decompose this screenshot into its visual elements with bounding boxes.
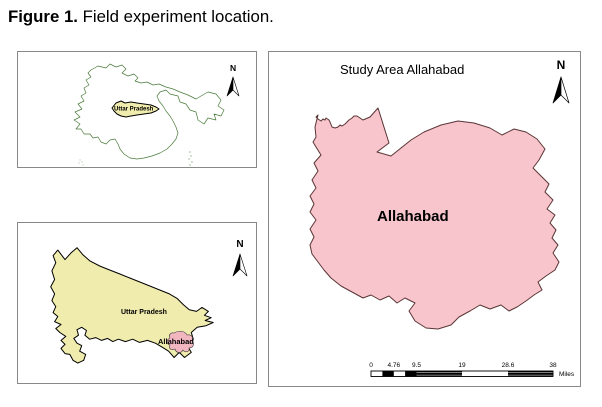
svg-text:Allahabad: Allahabad — [158, 337, 194, 346]
svg-text:38: 38 — [549, 362, 557, 369]
svg-text:0: 0 — [369, 362, 373, 369]
svg-text:Miles: Miles — [559, 371, 575, 378]
svg-text:28.6: 28.6 — [502, 362, 515, 369]
svg-text:Allahabad: Allahabad — [377, 208, 449, 225]
svg-text:N: N — [236, 239, 243, 250]
svg-text:Uttar Pradesh: Uttar Pradesh — [114, 107, 154, 113]
svg-text:Study Area Allahabad: Study Area Allahabad — [340, 62, 464, 77]
svg-text:Uttar Pradesh: Uttar Pradesh — [121, 309, 167, 316]
svg-text:9.5: 9.5 — [412, 362, 421, 369]
svg-text:N: N — [230, 63, 236, 73]
svg-text:19: 19 — [458, 362, 466, 369]
svg-text:4.76: 4.76 — [387, 362, 400, 369]
svg-text:N: N — [557, 58, 566, 72]
